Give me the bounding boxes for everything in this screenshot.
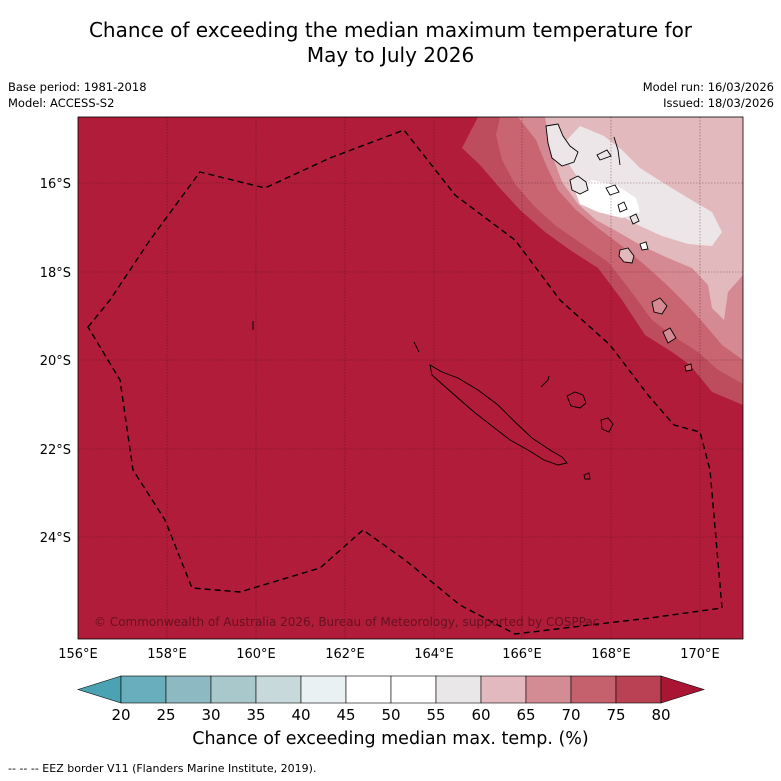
map-frame [77,116,744,640]
colorbar-bin [435,675,482,704]
colorbar-bin [300,675,347,704]
ouvea-island [540,375,550,388]
graticule [78,117,743,639]
colorbar-tick-label: 65 [516,706,535,724]
lat-label: 20°S [40,354,71,369]
mare-island [600,417,614,433]
tanna-island [618,247,635,264]
colorbar-tick-label: 45 [336,706,355,724]
lon-label: 160°E [236,647,276,662]
colorbar-tick-label: 35 [246,706,265,724]
small-islet [684,363,693,372]
title-line-1: Chance of exceeding the median maximum t… [88,18,693,42]
belep-island [413,341,420,353]
model-run: Model run: 16/03/2026 [642,80,774,94]
colorbar-bin [120,675,167,704]
epi-island [617,201,628,213]
isle-of-pines-island [583,472,591,480]
colorbar-extension-high [660,675,706,704]
colorbar-bin [210,675,257,704]
colorbar-tick-label: 80 [651,706,670,724]
pentecost-island [613,136,621,166]
colorbar-bin [615,675,662,704]
colorbar-tick-labels: 20 25 30 35 40 45 50 55 60 65 70 75 80 [111,706,670,724]
lon-label: 156°E [58,647,98,662]
efate-island [629,213,640,225]
lon-label: 168°E [591,647,631,662]
lat-label: 18°S [40,266,71,281]
colorbar-bin [570,675,617,704]
meta-left: Base period: 1981-2018 Model: ACCESS-S2 [8,79,147,111]
colorbar-tick-label: 75 [606,706,625,724]
issued-date: Issued: 18/03/2026 [663,96,774,110]
eez-legend-note: -- -- -- EEZ border V11 (Flanders Marine… [8,762,317,775]
colorbar-tick-label: 55 [426,706,445,724]
model-name: Model: ACCESS-S2 [8,96,115,110]
colorbar-extension-low [76,675,122,704]
lat-label: 24°S [40,531,71,546]
chart-title: Chance of exceeding the median maximum t… [0,18,781,68]
malekula-island [569,175,589,195]
latitude-labels: 16°S 18°S 20°S 22°S 24°S [40,177,71,546]
ambae-island [596,149,612,161]
colorbar-bin [525,675,572,704]
colorbar-tick-label: 60 [471,706,490,724]
map-area: © Commonwealth of Australia 2026, Bureau… [78,117,743,639]
lon-label: 170°E [680,647,720,662]
lifou-island [566,391,587,409]
colorbar-tick-label: 70 [561,706,580,724]
colorbar-tick-label: 40 [291,706,310,724]
colorbar-bin [345,675,392,704]
colorbar [76,675,706,704]
colorbar-bin [480,675,527,704]
colorbar-title: Chance of exceeding median max. temp. (%… [192,729,589,749]
colorbar-bin [165,675,212,704]
colorbar-bin [390,675,437,704]
erromango-island [639,241,649,251]
base-period: Base period: 1981-2018 [8,80,147,94]
lon-label: 166°E [502,647,542,662]
colorbar-tick-label: 25 [156,706,175,724]
title-line-2: May to July 2026 [306,43,475,67]
lat-label: 16°S [40,177,71,192]
colorbar-tick-label: 50 [381,706,400,724]
copyright-notice: © Commonwealth of Australia 2026, Bureau… [94,615,599,629]
colorbar-bin [255,675,302,704]
lon-label: 162°E [325,647,365,662]
colorbar-tick-label: 20 [111,706,130,724]
lat-label: 22°S [40,443,71,458]
hunter-island [651,297,668,315]
lon-label: 158°E [147,647,187,662]
longitude-labels: 156°E 158°E 160°E 162°E 164°E 166°E 168°… [58,647,720,662]
espiritu-santo-island [545,123,579,167]
lon-label: 164°E [414,647,454,662]
new-caledonia-island [429,364,568,466]
meta-right: Model run: 16/03/2026 Issued: 18/03/2026 [643,79,774,111]
ambrym-island [605,184,620,196]
walpole-island [662,327,677,344]
colorbar-tick-label: 30 [201,706,220,724]
